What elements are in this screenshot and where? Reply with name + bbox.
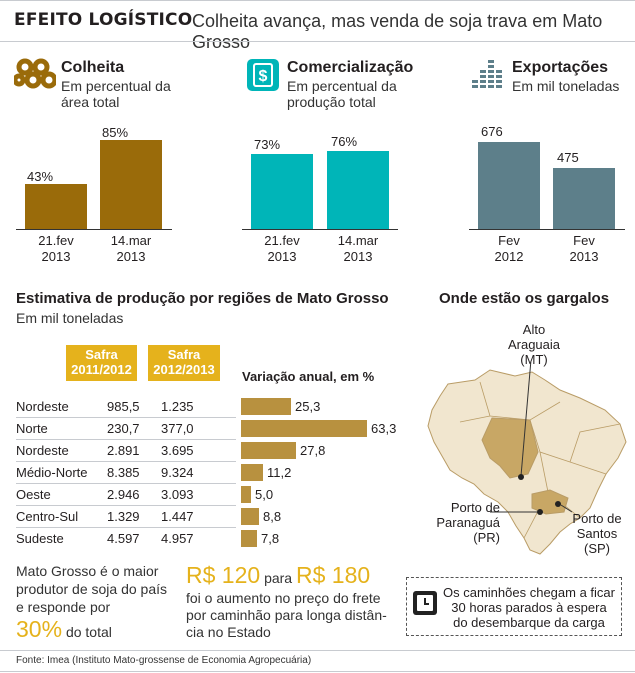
comercializacao-title: Comercialização: [287, 59, 414, 76]
page-title: EFEITO LOGÍSTICO: [14, 10, 193, 30]
paranagua-label: Porto de Paranaguá (PR): [436, 500, 500, 545]
mt-percent: 30%: [16, 616, 63, 642]
comercializacao-subtitle: Em percentual da produção total: [287, 78, 397, 110]
variation-bar: [241, 530, 257, 547]
colheita-title: Colheita: [61, 59, 125, 76]
table-row: Norte 230,7 377,0: [16, 421, 194, 436]
comercializacao-bar-1: [251, 154, 313, 229]
freight-to: R$ 180: [295, 562, 371, 588]
table-row: Médio-Norte 8.385 9.324: [16, 465, 194, 480]
colheita-bar-1: [25, 184, 87, 229]
clock-icon: [413, 591, 437, 615]
map-title: Onde estão os gargalos: [439, 290, 610, 307]
dollar-sign-icon: $: [247, 59, 279, 91]
freight-from: R$ 120: [186, 562, 261, 588]
exportacoes-value-label-1: 676: [481, 124, 503, 139]
colheita-subtitle: Em percentual da área total: [61, 78, 171, 110]
comercializacao-value-label-1: 73%: [254, 137, 281, 152]
table-row: Sudeste 4.597 4.957: [16, 531, 194, 546]
colheita-bar-2: [100, 140, 162, 229]
svg-text:$: $: [259, 68, 268, 85]
exportacoes-xlabel-1: Fev 2012: [494, 233, 524, 264]
variation-bar: [241, 420, 367, 437]
stacked-bars-icon: [472, 60, 502, 88]
variation-label: 8,8: [263, 509, 282, 524]
variation-label: 11,2: [267, 465, 292, 480]
freight-para: para: [264, 570, 293, 586]
mt-total: do total: [65, 624, 112, 640]
variation-label: 5,0: [255, 487, 274, 502]
comercializacao-bar-2: [327, 151, 389, 229]
freight-fact: foi o aumento no preço do frete por cami…: [186, 590, 387, 640]
variation-bar: [241, 464, 263, 481]
bottleneck-text: Os caminhões chegam a ficar 30 horas para…: [443, 585, 615, 630]
variation-label: 63,3: [371, 421, 397, 436]
mt-percent-line: 30% do total: [16, 616, 112, 643]
comercializacao-value-label-2: 76%: [331, 134, 358, 149]
mato-grosso-shape: [481, 417, 539, 479]
variation-label: 25,3: [295, 399, 321, 414]
table-row: Nordeste 985,5 1.235: [16, 399, 194, 414]
variation-header: Variação anual, em %: [242, 369, 375, 384]
variation-bar: [241, 442, 296, 459]
table-row: Nordeste 2.891 3.695: [16, 443, 194, 458]
colheita-value-label-2: 85%: [102, 125, 129, 140]
colheita-xlabel-1: 21.fev 2013: [38, 233, 74, 264]
comercializacao-axis: [242, 229, 398, 230]
exportacoes-title: Exportações: [512, 59, 609, 76]
honeycomb-icon: [14, 58, 56, 89]
exportacoes-xlabel-2: Fev 2013: [569, 233, 599, 264]
variation-bar: [241, 398, 291, 415]
exportacoes-value-label-2: 475: [557, 150, 579, 165]
bottleneck-note: [406, 577, 622, 636]
variation-label: 27,8: [300, 443, 326, 458]
variation-bar: [241, 508, 259, 525]
santos-label: Porto de Santos (SP): [572, 511, 622, 556]
colheita-value-label-1: 43%: [27, 169, 54, 184]
safra-2011-header: Safra 2011/2012: [66, 345, 137, 381]
colheita-axis: [16, 229, 172, 230]
ports-region-shape: [531, 489, 569, 515]
comercializacao-xlabel-1: 21.fev 2013: [264, 233, 300, 264]
colheita-xlabel-2: 14.mar 2013: [110, 233, 152, 264]
source-note: Fonte: Imea (Instituto Mato-grossense de…: [16, 655, 312, 666]
comercializacao-xlabel-2: 14.mar 2013: [337, 233, 379, 264]
variation-bar: [241, 486, 251, 503]
table-row: Oeste 2.946 3.093: [16, 487, 194, 502]
brazil-map: [427, 362, 627, 555]
page-subtitle: Colheita avança, mas venda de soja trava…: [192, 11, 603, 52]
safra-2012-header: Safra 2012/2013: [148, 345, 220, 381]
regions-subtitle: Em mil toneladas: [16, 310, 124, 326]
exportacoes-subtitle: Em mil toneladas: [512, 78, 620, 94]
variation-label: 7,8: [261, 531, 280, 546]
table-row: Centro-Sul 1.329 1.447: [16, 509, 194, 524]
exportacoes-axis: [469, 229, 625, 230]
regions-title: Estimativa de produção por regiões de Ma…: [16, 290, 389, 307]
exportacoes-bar-1: [478, 142, 540, 229]
freight-headline: R$ 120 para R$ 180: [186, 562, 370, 589]
mt-fact: Mato Grosso é o maior produtor de soja d…: [16, 563, 167, 615]
alto-araguaia-label: Alto Araguaia (MT): [507, 322, 561, 367]
exportacoes-bar-2: [553, 168, 615, 229]
